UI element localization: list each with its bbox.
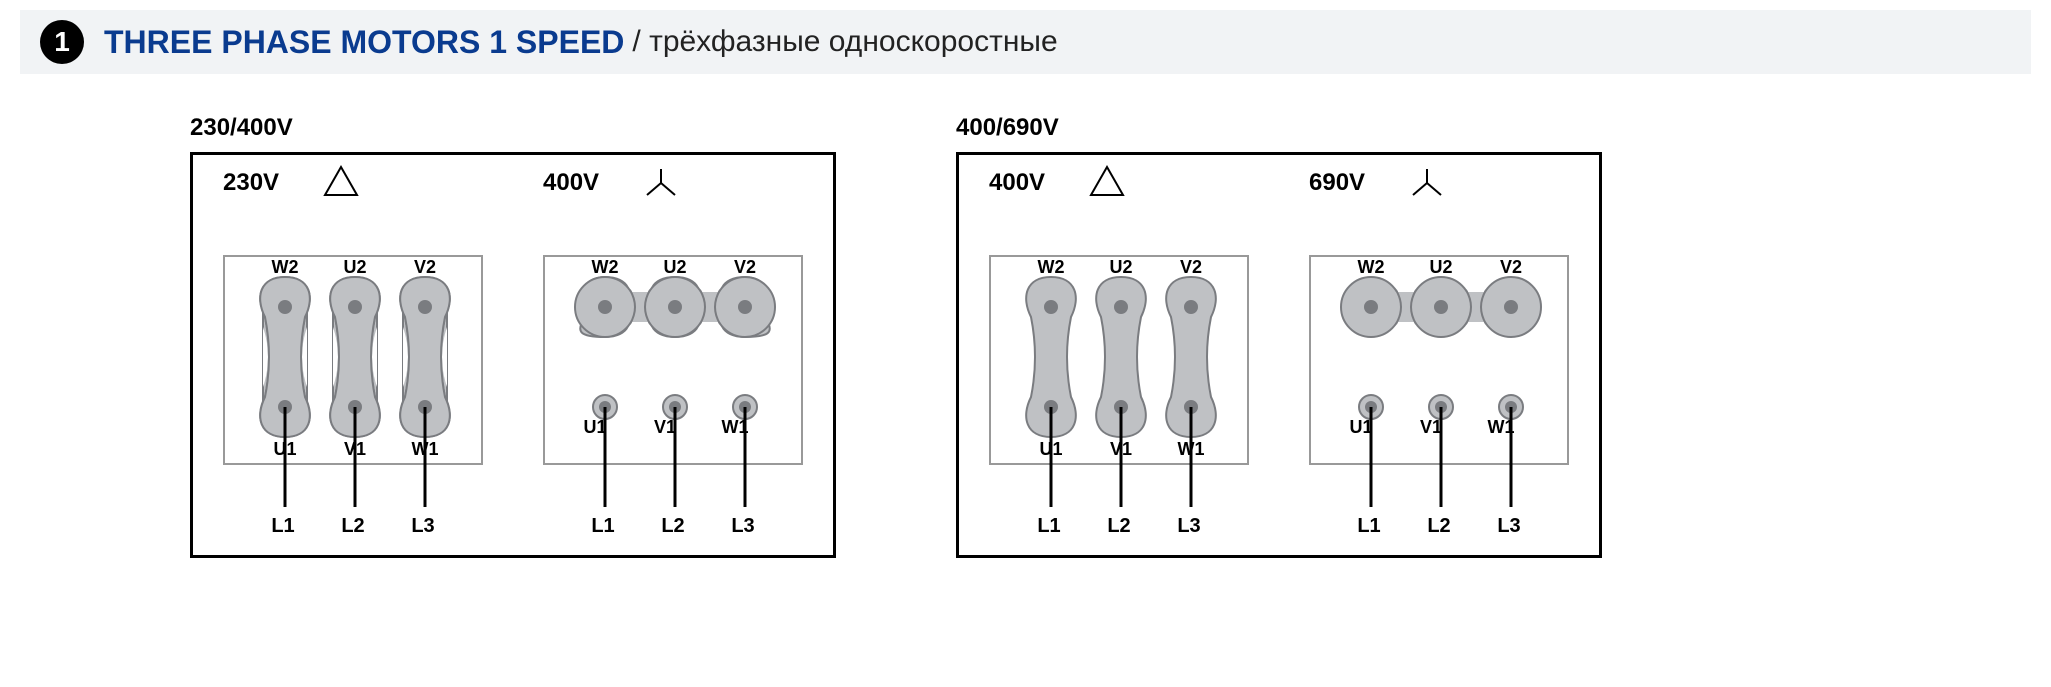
term-w1: W1 [405, 439, 445, 460]
panel-230v-delta: 230V [193, 155, 513, 555]
delta-icon [1089, 165, 1125, 197]
term-u1: U1 [1341, 417, 1381, 438]
line-l3: L3 [1169, 515, 1209, 538]
terminal-box: W2 U2 V2 U1 V1 W1 [223, 255, 483, 465]
term-u2: U2 [1421, 257, 1461, 278]
title-english: THREE PHASE MOTORS 1 SPEED [104, 24, 624, 61]
panel-690v-star: 690V [1279, 155, 1599, 555]
star-icon [643, 165, 679, 201]
term-w1: W1 [1481, 417, 1521, 438]
line-l3: L3 [1489, 515, 1529, 538]
panel-volt-label: 690V [1309, 169, 1365, 197]
term-u2: U2 [1101, 257, 1141, 278]
term-v2: V2 [1491, 257, 1531, 278]
term-v2: V2 [405, 257, 445, 278]
panel-400v-delta: 400V [959, 155, 1279, 555]
line-l1: L1 [1349, 515, 1389, 538]
diagrams-row: 230/400V 230V [0, 74, 2051, 598]
line-l3: L3 [403, 515, 443, 538]
terminal-box: W2 U2 V2 U1 V1 W1 [543, 255, 803, 465]
title-russian: / трёхфазные односкоростные [632, 25, 1057, 59]
outer-box: 400V [956, 152, 1602, 558]
delta-icon [323, 165, 359, 197]
term-w2: W2 [1351, 257, 1391, 278]
panel-volt-label: 400V [543, 169, 599, 197]
term-v2: V2 [1171, 257, 1211, 278]
line-l2: L2 [333, 515, 373, 538]
header-bar: 1 THREE PHASE MOTORS 1 SPEED / трёхфазны… [20, 10, 2031, 74]
term-w2: W2 [265, 257, 305, 278]
term-w1: W1 [715, 417, 755, 438]
line-l1: L1 [263, 515, 303, 538]
group-0: 230/400V 230V [190, 114, 836, 558]
term-u1: U1 [265, 439, 305, 460]
terminal-box: W2 U2 V2 U1 V1 W1 [989, 255, 1249, 465]
outer-box: 230V [190, 152, 836, 558]
term-u1: U1 [575, 417, 615, 438]
term-v1: V1 [1411, 417, 1451, 438]
term-w2: W2 [1031, 257, 1071, 278]
term-v1: V1 [1101, 439, 1141, 460]
line-l3: L3 [723, 515, 763, 538]
line-l1: L1 [583, 515, 623, 538]
term-v2: V2 [725, 257, 765, 278]
group-1: 400/690V 400V [956, 114, 1602, 558]
term-u2: U2 [335, 257, 375, 278]
section-number-badge: 1 [40, 20, 84, 64]
term-w2: W2 [585, 257, 625, 278]
group-voltage-label: 400/690V [956, 114, 1602, 142]
line-l1: L1 [1029, 515, 1069, 538]
line-l2: L2 [653, 515, 693, 538]
panel-volt-label: 400V [989, 169, 1045, 197]
term-w1: W1 [1171, 439, 1211, 460]
star-icon [1409, 165, 1445, 201]
term-v1: V1 [335, 439, 375, 460]
line-l2: L2 [1099, 515, 1139, 538]
group-voltage-label: 230/400V [190, 114, 836, 142]
line-l2: L2 [1419, 515, 1459, 538]
terminal-box: W2 U2 V2 U1 V1 W1 [1309, 255, 1569, 465]
panel-volt-label: 230V [223, 169, 279, 197]
term-u1: U1 [1031, 439, 1071, 460]
term-u2: U2 [655, 257, 695, 278]
panel-400v-star: 400V [513, 155, 833, 555]
term-v1: V1 [645, 417, 685, 438]
